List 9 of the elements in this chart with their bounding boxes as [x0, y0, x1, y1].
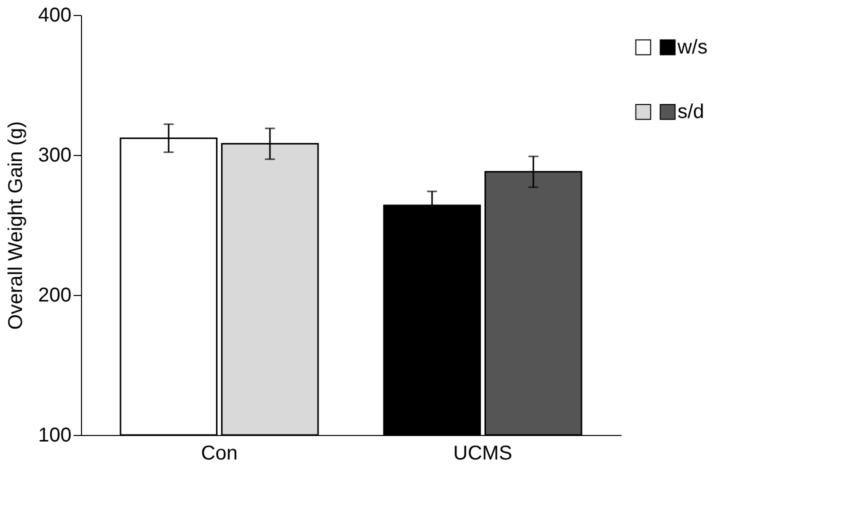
- legend-label: s/d: [677, 100, 704, 123]
- x-tick-label: UCMS: [453, 442, 512, 464]
- y-axis-title: Overall Weight Gain (g): [5, 121, 28, 330]
- x-tick-label: Con: [200, 442, 238, 464]
- y-tick-label: 100: [38, 424, 72, 446]
- y-tick-label: 400: [38, 4, 72, 26]
- y-tick-label: 300: [38, 144, 72, 166]
- legend-label: w/s: [676, 36, 708, 58]
- y-tick-label: 200: [38, 284, 72, 306]
